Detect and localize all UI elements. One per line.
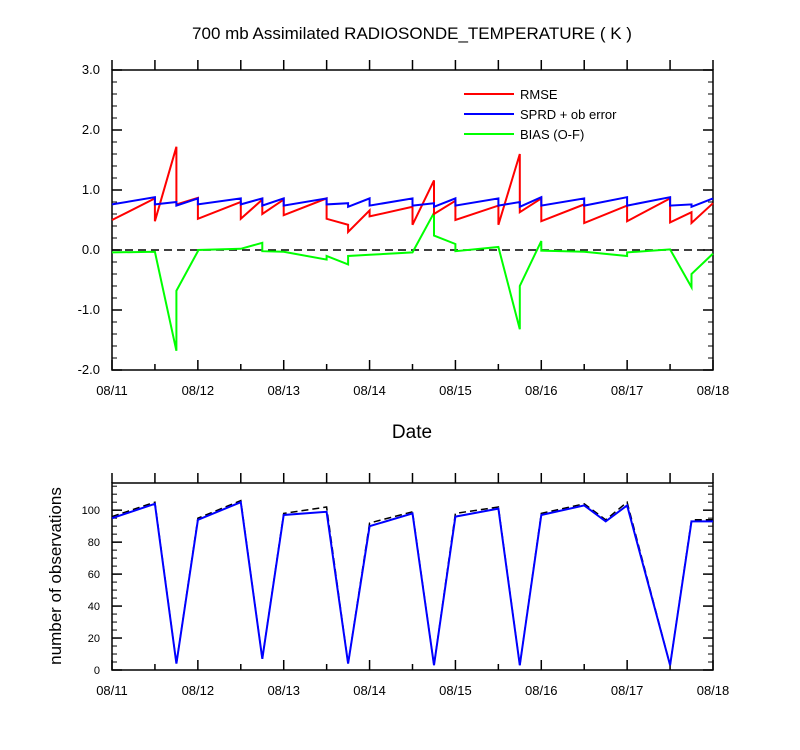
top-x-tick-label: 08/13 xyxy=(267,383,300,398)
chart-title: 700 mb Assimilated RADIOSONDE_TEMPERATUR… xyxy=(192,24,632,43)
top-y-tick-label: 2.0 xyxy=(82,122,100,137)
legend-label: SPRD + ob error xyxy=(520,107,617,122)
bottom-y-tick-label: 20 xyxy=(88,633,100,645)
top-x-tick-label: 08/18 xyxy=(697,383,730,398)
series-rmse xyxy=(111,146,714,235)
bottom-x-tick-label: 08/17 xyxy=(611,683,644,698)
bottom-x-tick-label: 08/15 xyxy=(439,683,472,698)
bottom-y-tick-labels: 0 20 40 60 80 100 xyxy=(82,505,100,677)
top-y-tick-label: -1.0 xyxy=(78,302,100,317)
bottom-x-tick-label: 08/16 xyxy=(525,683,558,698)
bottom-y-tick-label: 40 xyxy=(88,601,100,613)
series-bias-o-f xyxy=(111,212,714,352)
bottom-x-tick-label: 08/14 xyxy=(353,683,386,698)
top-series-lines xyxy=(111,146,714,352)
bottom-y-tick-label: 60 xyxy=(88,569,100,581)
top-y-tick-labels: -2.0 -1.0 0.0 1.0 2.0 3.0 xyxy=(78,62,100,377)
top-y-tick-label: 3.0 xyxy=(82,62,100,77)
series-sprd-ob-error xyxy=(111,195,714,209)
bottom-y-tick-label: 0 xyxy=(94,665,100,677)
top-x-tick-label: 08/12 xyxy=(182,383,215,398)
bottom-plot-ticks xyxy=(111,473,714,671)
bottom-y-tick-label: 100 xyxy=(82,505,100,517)
top-x-tick-labels: 08/11 08/12 08/13 08/14 08/15 08/16 08/17 08/18 xyxy=(96,383,729,398)
legend-label: RMSE xyxy=(520,87,558,102)
legend: RMSE SPRD + ob error BIAS (O-F) xyxy=(464,87,617,142)
top-plot-ticks xyxy=(111,60,714,371)
x-axis-title: Date xyxy=(392,422,432,443)
top-x-tick-label: 08/11 xyxy=(96,383,128,398)
top-y-tick-label: 1.0 xyxy=(82,182,100,197)
bottom-x-tick-label: 08/12 xyxy=(182,683,215,698)
top-x-tick-label: 08/17 xyxy=(611,383,644,398)
legend-label: BIAS (O-F) xyxy=(520,127,584,142)
bottom-x-tick-label: 08/13 xyxy=(267,683,300,698)
obs-series-used xyxy=(111,500,713,666)
top-y-tick-label: 0.0 xyxy=(82,242,100,257)
bottom-x-tick-label: 08/11 xyxy=(96,683,128,698)
bottom-plot-frame xyxy=(111,482,714,671)
bottom-x-tick-labels: 08/11 08/12 08/13 08/14 08/15 08/16 08/17 08/18 xyxy=(96,683,729,698)
top-x-tick-label: 08/14 xyxy=(353,383,386,398)
bottom-y-tick-label: 80 xyxy=(88,537,100,549)
y-axis-title-observations: number of observations xyxy=(46,487,65,665)
top-x-tick-label: 08/15 xyxy=(439,383,472,398)
top-y-tick-label: -2.0 xyxy=(78,362,100,377)
bottom-x-tick-label: 08/18 xyxy=(697,683,730,698)
bottom-series-lines xyxy=(111,499,713,666)
top-x-tick-label: 08/16 xyxy=(525,383,558,398)
obs-series-possible xyxy=(111,499,713,666)
